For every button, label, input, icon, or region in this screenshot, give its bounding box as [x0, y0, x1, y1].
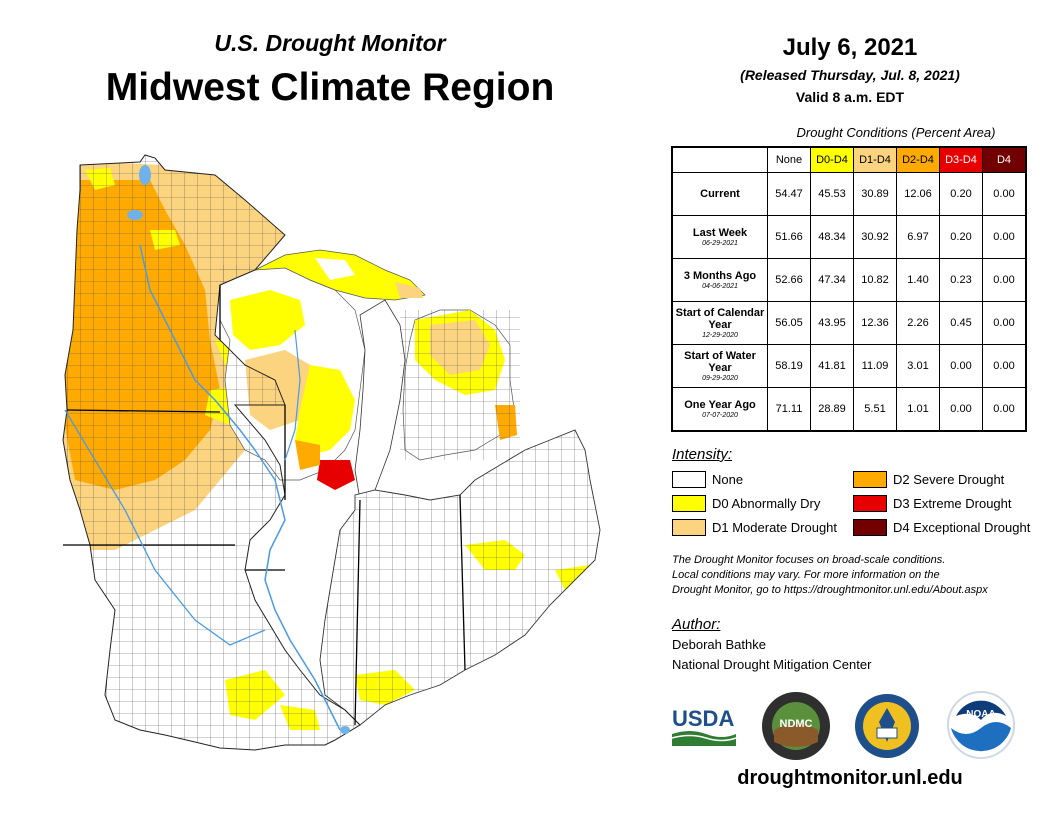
column-header-d0-d4: D0-D4	[810, 146, 854, 173]
table-cell: 71.11	[767, 387, 811, 432]
table-cell: 11.09	[853, 344, 897, 388]
legend-item-none: None	[672, 471, 743, 488]
table-cell: 0.00	[982, 172, 1027, 216]
row-label: 3 Months Ago 04-06-2021	[671, 258, 768, 302]
lake-michigan	[354, 299, 406, 501]
michigan-region	[400, 309, 520, 461]
legend-item-d3: D3 Extreme Drought	[853, 495, 1012, 512]
legend-swatch	[853, 495, 887, 512]
map-subtitle: U.S. Drought Monitor	[214, 30, 446, 56]
table-cell: 1.01	[896, 387, 940, 432]
table-cell: 51.66	[767, 215, 811, 259]
column-header-d2-d4: D2-D4	[896, 146, 940, 173]
usda-logo: USDA	[671, 706, 737, 746]
legend-swatch	[672, 519, 706, 536]
table-row-one-year-ago: One Year Ago 07-07-2020 71.11 28.89 5.51 …	[671, 387, 1027, 432]
table-row-start-calendar-year: Start of Calendar Year 12-29-2020 56.05 4…	[671, 301, 1027, 345]
table-cell: 56.05	[767, 301, 811, 345]
column-header-d3-d4: D3-D4	[939, 146, 983, 173]
drought-conditions-table: None D0-D4 D1-D4 D2-D4 D3-D4 D4 Current …	[671, 146, 1027, 432]
table-cell: 6.97	[896, 215, 940, 259]
row-label: One Year Ago 07-07-2020	[671, 387, 768, 432]
table-cell: 3.01	[896, 344, 940, 388]
table-cell: 58.19	[767, 344, 811, 388]
table-cell: 0.00	[982, 387, 1027, 432]
table-cell: 0.00	[939, 344, 983, 388]
legend-item-d1: D1 Moderate Drought	[672, 519, 837, 536]
table-cell: 48.34	[810, 215, 854, 259]
table-cell: 30.92	[853, 215, 897, 259]
table-cell: 41.81	[810, 344, 854, 388]
column-header-none: None	[767, 146, 811, 173]
department-of-commerce-seal	[855, 694, 919, 758]
legend-swatch	[853, 471, 887, 488]
table-cell: 0.00	[982, 301, 1027, 345]
table-cell: 0.00	[982, 258, 1027, 302]
conditions-table-title: Drought Conditions (Percent Area)	[796, 125, 996, 140]
legend-item-d2: D2 Severe Drought	[853, 471, 1004, 488]
legend-swatch	[853, 519, 887, 536]
table-row-start-water-year: Start of Water Year 09-29-2020 58.19 41.8…	[671, 344, 1027, 388]
ndmc-logo: NDMC	[762, 692, 830, 760]
noaa-logo: NOAA	[947, 691, 1015, 759]
table-corner	[672, 147, 768, 173]
table-cell: 0.00	[982, 215, 1027, 259]
legend-item-d4: D4 Exceptional Drought	[853, 519, 1030, 536]
legend-swatch	[672, 495, 706, 512]
lake-red	[139, 165, 151, 185]
table-cell: 0.20	[939, 172, 983, 216]
author-name: Deborah Bathke	[672, 637, 766, 652]
table-cell: 0.00	[939, 387, 983, 432]
table-cell: 43.95	[810, 301, 854, 345]
table-cell: 52.66	[767, 258, 811, 302]
table-cell: 0.45	[939, 301, 983, 345]
table-cell: 28.89	[810, 387, 854, 432]
table-cell: 0.00	[982, 344, 1027, 388]
table-cell: 2.26	[896, 301, 940, 345]
map-title: Midwest Climate Region	[105, 66, 555, 109]
table-row-current: Current 54.47 45.53 30.89 12.06 0.20 0.0…	[671, 172, 1027, 216]
legend-item-d0: D0 Abnormally Dry	[672, 495, 820, 512]
table-cell: 0.23	[939, 258, 983, 302]
table-cell: 12.06	[896, 172, 940, 216]
release-date: (Released Thursday, Jul. 8, 2021)	[740, 67, 960, 83]
table-cell: 45.53	[810, 172, 854, 216]
table-cell: 12.36	[853, 301, 897, 345]
svg-text:NDMC: NDMC	[780, 718, 813, 730]
column-header-d4: D4	[982, 146, 1027, 173]
table-cell: 54.47	[767, 172, 811, 216]
row-label: Last Week 06-29-2021	[671, 215, 768, 259]
row-label: Start of Calendar Year 12-29-2020	[671, 301, 768, 345]
valid-time: Valid 8 a.m. EDT	[795, 89, 905, 105]
legend-title: Intensity:	[672, 446, 733, 463]
table-cell: 30.89	[853, 172, 897, 216]
svg-text:USDA: USDA	[672, 706, 734, 731]
drought-map	[62, 154, 601, 751]
svg-text:NOAA: NOAA	[966, 709, 995, 720]
legend-swatch	[672, 471, 706, 488]
table-row-last-week: Last Week 06-29-2021 51.66 48.34 30.92 6.…	[671, 215, 1027, 259]
map-date: July 6, 2021	[782, 34, 918, 61]
table-cell: 1.40	[896, 258, 940, 302]
wisconsin-region	[219, 249, 426, 490]
disclaimer-note: The Drought Monitor focuses on broad-sca…	[672, 554, 988, 596]
table-cell: 5.51	[853, 387, 897, 432]
row-label: Start of Water Year 09-29-2020	[671, 344, 768, 388]
footer-url[interactable]: droughtmonitor.unl.edu	[737, 767, 963, 789]
table-cell: 0.20	[939, 215, 983, 259]
table-cell: 10.82	[853, 258, 897, 302]
author-heading: Author:	[672, 616, 721, 633]
column-header-d1-d4: D1-D4	[853, 146, 897, 173]
table-cell: 47.34	[810, 258, 854, 302]
row-label: Current	[671, 172, 768, 216]
river-mississippi	[139, 244, 341, 731]
author-organization: National Drought Mitigation Center	[672, 657, 872, 672]
table-row-3-months-ago: 3 Months Ago 04-06-2021 52.66 47.34 10.82…	[671, 258, 1027, 302]
